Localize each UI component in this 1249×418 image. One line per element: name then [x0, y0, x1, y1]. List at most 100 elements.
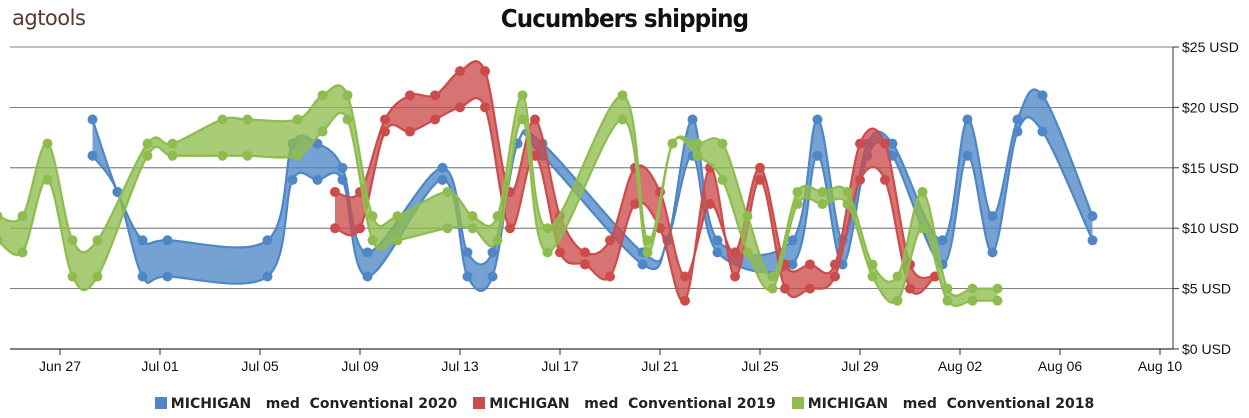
series-2-point — [17, 211, 28, 222]
series-1-point — [380, 114, 390, 125]
series-2-point — [542, 247, 553, 258]
series-2-point — [742, 247, 753, 258]
legend-item-2[interactable]: MICHIGAN med Conventional 2018 — [791, 396, 1095, 412]
series-2-point — [892, 271, 903, 282]
series-2-point — [842, 186, 853, 197]
series-1-point — [830, 271, 840, 282]
series-2-point — [867, 259, 878, 270]
x-tick-label: Aug 10 — [1138, 358, 1183, 374]
series-1-point — [330, 223, 340, 234]
series-2-point — [392, 235, 403, 246]
series-0-point — [462, 247, 473, 258]
series-2-point — [717, 174, 728, 185]
series-2-point — [17, 247, 28, 258]
series-1-high-line — [334, 60, 936, 280]
series-0-point — [487, 247, 498, 258]
series-1-point — [905, 283, 915, 294]
series-0-point — [637, 259, 648, 270]
series-0-point — [87, 114, 98, 125]
series-2-point — [292, 114, 303, 125]
x-tick-label: Jul 29 — [841, 358, 879, 374]
series-2-point — [67, 235, 78, 246]
series-0-point — [137, 235, 148, 246]
series-2-point — [642, 235, 653, 246]
x-tick-label: Aug 02 — [938, 358, 983, 374]
series-2-point — [367, 235, 378, 246]
series-2-point — [442, 186, 453, 197]
series-2-point — [92, 271, 103, 282]
chart-title: Cucumbers shipping — [500, 4, 749, 33]
series-0-point — [1087, 211, 1098, 222]
legend-item-0[interactable]: MICHIGAN med Conventional 2020 — [154, 396, 457, 412]
series-1-point — [755, 174, 765, 185]
series-0-point — [712, 235, 723, 246]
series-1-point — [430, 90, 440, 101]
series-2-point — [692, 138, 703, 149]
series-0-point — [1012, 114, 1023, 125]
series-0-point — [162, 235, 173, 246]
series-2-point — [867, 271, 878, 282]
series-2-point — [817, 186, 828, 197]
series-1-point — [480, 102, 490, 113]
series-1-point — [855, 138, 865, 149]
series-2-point — [342, 114, 353, 125]
series-1-band — [335, 61, 935, 302]
series-1-point — [555, 247, 565, 258]
series-0-point — [137, 271, 148, 282]
series-2-point — [842, 199, 853, 210]
series-0-point — [712, 247, 723, 258]
legend-item-1[interactable]: MICHIGAN med Conventional 2019 — [473, 396, 776, 412]
series-2-point — [242, 150, 253, 161]
series-1-point — [355, 223, 365, 234]
series-0-point — [437, 162, 448, 173]
series-0-point — [1037, 90, 1048, 101]
series-1-point — [380, 126, 390, 137]
series-2-point — [917, 186, 928, 197]
series-0-point — [962, 114, 973, 125]
series-2-point — [342, 90, 353, 101]
series-1-point — [705, 199, 715, 210]
series-0-point — [962, 150, 973, 161]
series-1-point — [605, 271, 615, 282]
series-1-point — [530, 114, 540, 125]
series-0-point — [162, 271, 173, 282]
series-2-point — [242, 114, 253, 125]
series-2-point — [367, 211, 378, 222]
series-1-point — [880, 138, 890, 149]
series-1-point — [580, 259, 590, 270]
x-tick-label: Aug 06 — [1038, 358, 1083, 374]
series-2-point — [767, 271, 778, 282]
series-2-point — [317, 126, 328, 137]
series-1-point — [430, 114, 440, 125]
series-1-point — [755, 162, 765, 173]
legend-label: MICHIGAN med Conventional 2018 — [807, 396, 1095, 412]
y-tick-label: $0 USD — [1182, 341, 1231, 357]
series-1-point — [730, 271, 740, 282]
series-2-point — [92, 235, 103, 246]
series-2-point — [217, 150, 228, 161]
series-0-point — [462, 271, 473, 282]
series-1-point — [505, 223, 515, 234]
series-1-point — [680, 271, 690, 282]
series-0-point — [1012, 126, 1023, 137]
series-0-point — [812, 114, 823, 125]
series-0-point — [312, 174, 323, 185]
series-1-point — [730, 247, 740, 258]
series-1-point — [805, 259, 815, 270]
series-2-point — [917, 223, 928, 234]
series-0-point — [1087, 235, 1098, 246]
series-2-point — [467, 223, 478, 234]
series-0-point — [787, 259, 798, 270]
series-0-point — [812, 150, 823, 161]
series-2-point — [517, 114, 528, 125]
series-2-point — [492, 235, 503, 246]
series-1-point — [580, 247, 590, 258]
series-2-point — [942, 283, 953, 294]
series-2-point — [542, 223, 553, 234]
series-2-point — [317, 90, 328, 101]
legend-swatch — [473, 397, 486, 409]
series-0-point — [87, 150, 98, 161]
series-2-point — [517, 90, 528, 101]
series-1-point — [330, 186, 340, 197]
series-2-point — [967, 283, 978, 294]
